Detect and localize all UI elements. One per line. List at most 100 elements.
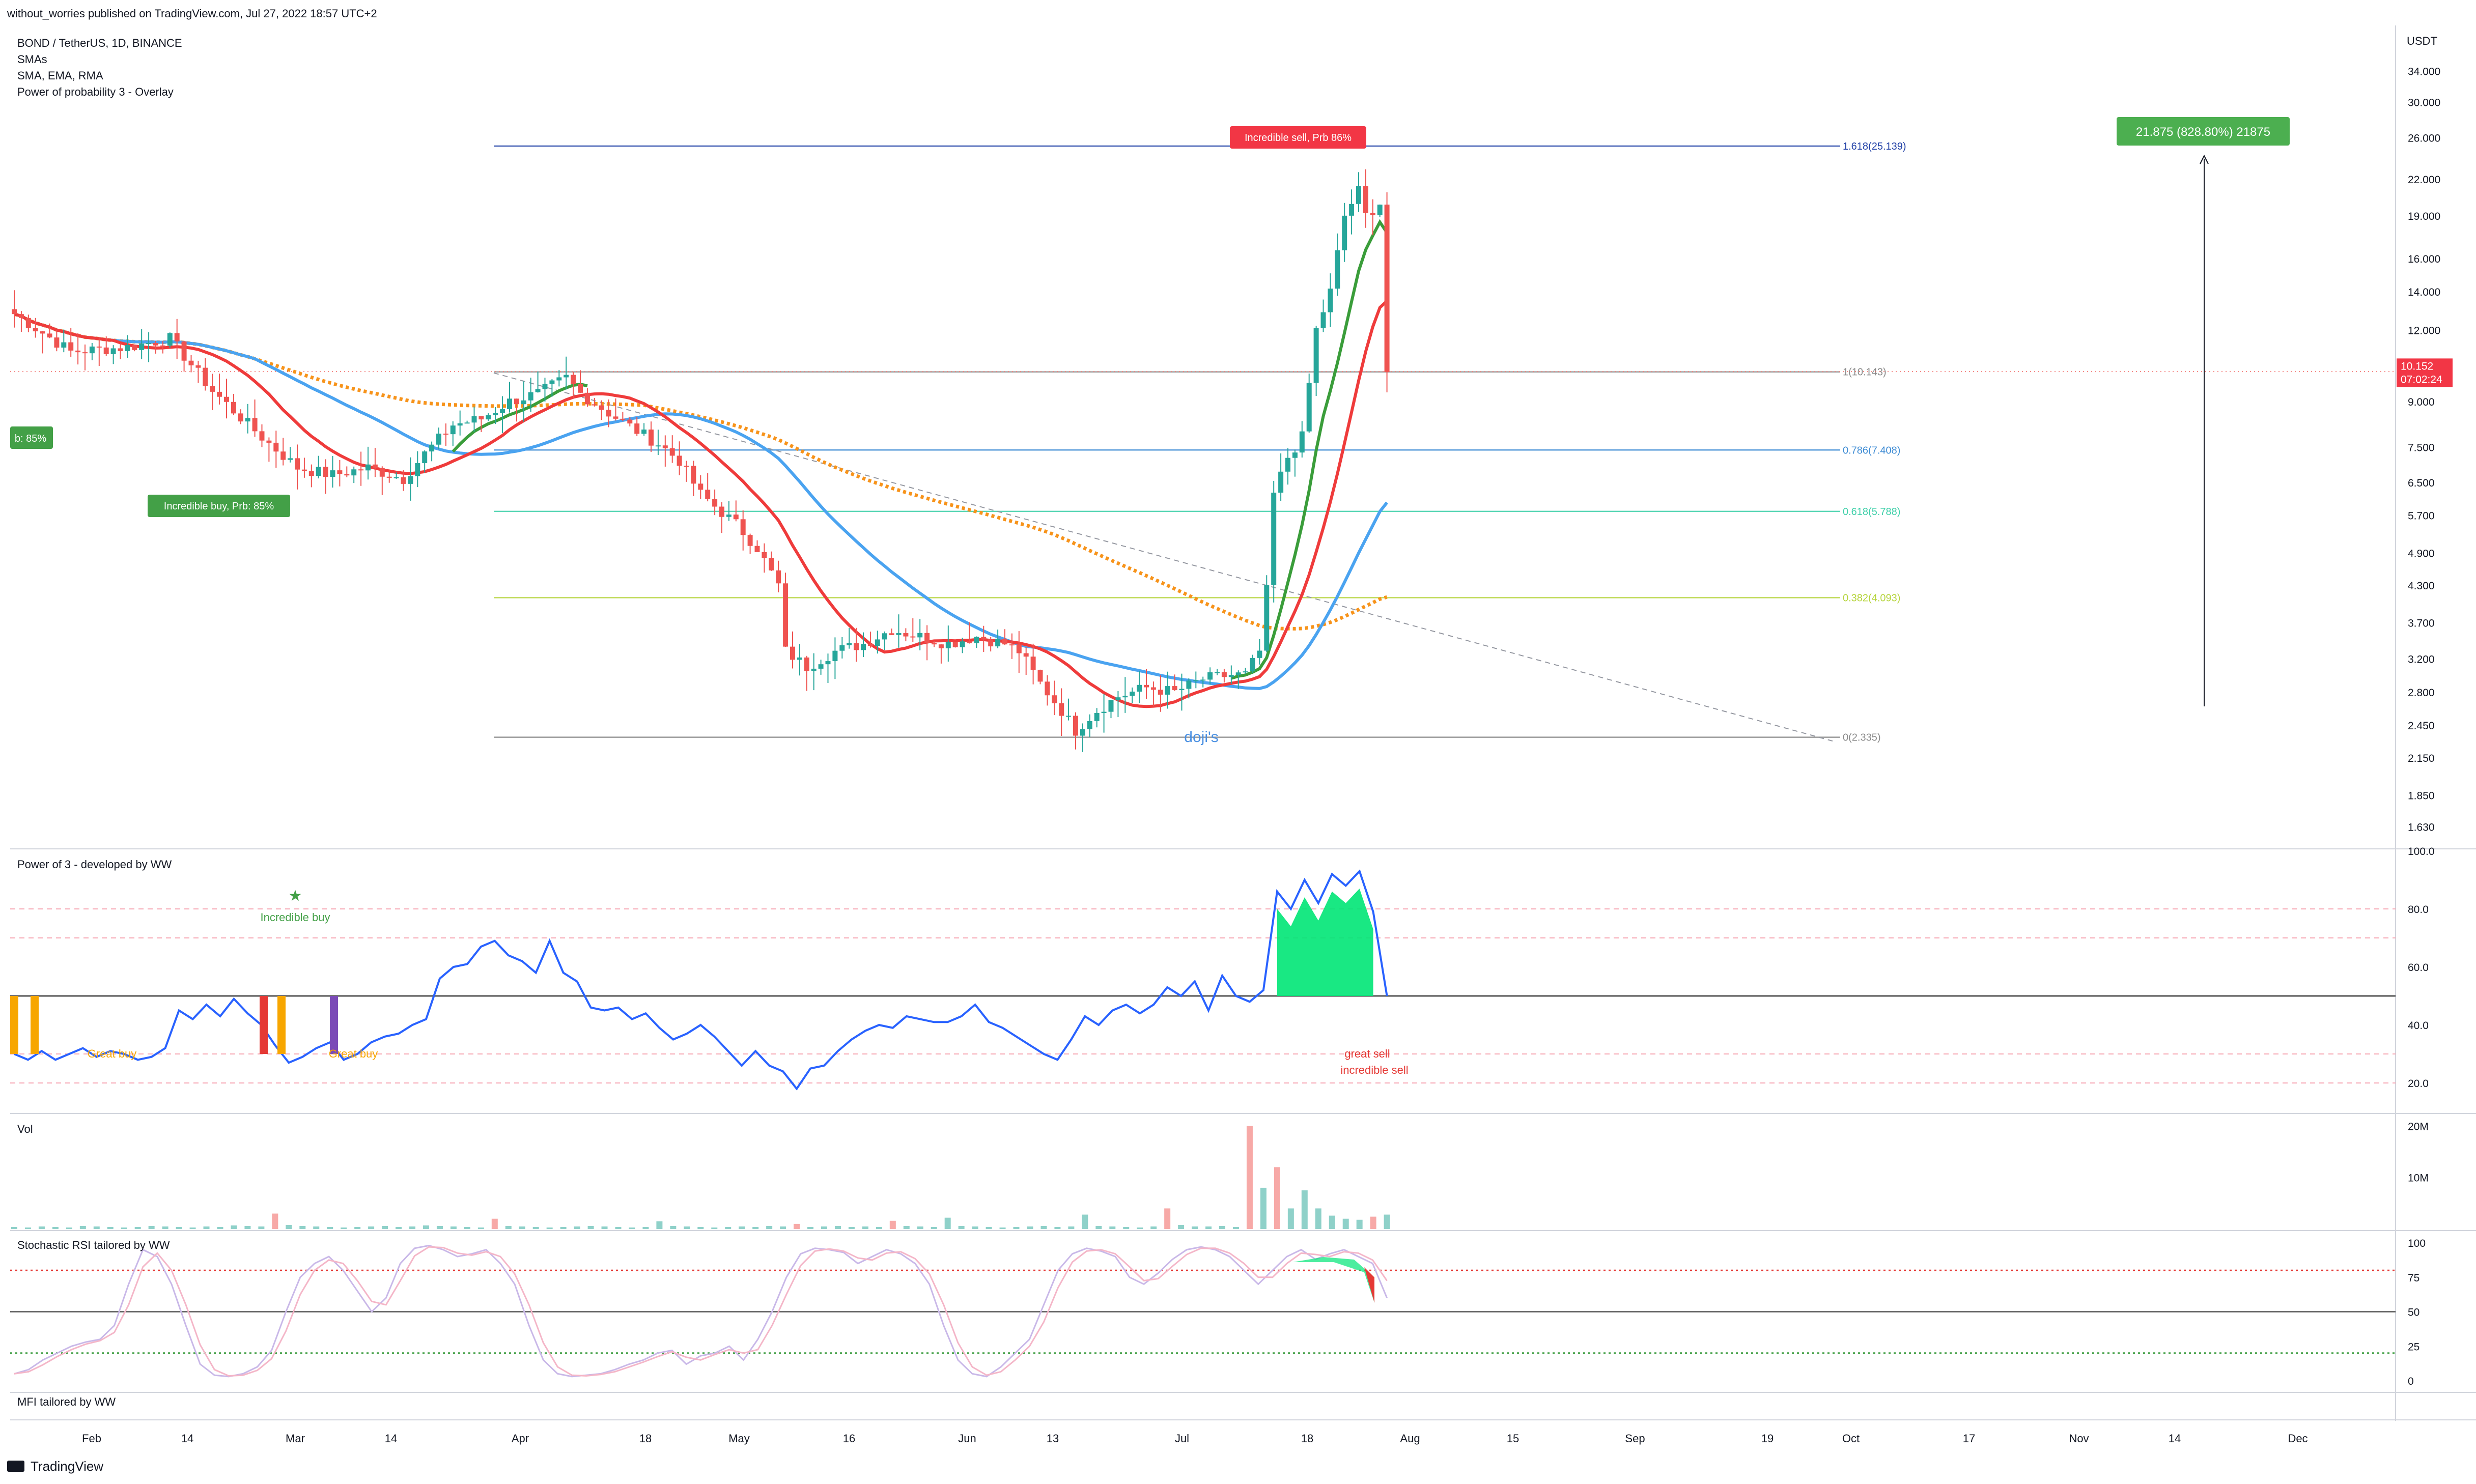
candle-body xyxy=(705,490,711,499)
doji-annotation: doji's xyxy=(1184,729,1218,746)
volume-bar xyxy=(519,1226,525,1229)
volume-bar xyxy=(286,1224,292,1229)
volume-bar xyxy=(986,1226,992,1229)
candle-body xyxy=(783,583,789,647)
candle-body xyxy=(1215,672,1220,673)
time-tick-label: Mar xyxy=(286,1432,305,1445)
volume-bar xyxy=(1342,1218,1349,1229)
candle-body xyxy=(564,375,569,378)
candle-body xyxy=(762,552,767,558)
candle-body xyxy=(436,434,441,445)
candle-body xyxy=(1363,186,1368,213)
volume-bar xyxy=(656,1221,663,1229)
candle-body xyxy=(457,423,463,426)
candle-body xyxy=(25,318,31,328)
currency-label: USDT xyxy=(2407,35,2437,47)
osc-tick-label: 80.0 xyxy=(2408,904,2429,916)
fib-level-label: 1(10.143) xyxy=(1843,367,1887,378)
candle-body xyxy=(733,515,739,520)
candle-body xyxy=(1122,696,1128,698)
volume-bar xyxy=(1137,1227,1143,1229)
candle-body xyxy=(669,448,675,456)
stoch-tick-label: 50 xyxy=(2408,1307,2419,1319)
candle-body xyxy=(54,337,60,348)
volume-bar xyxy=(560,1226,567,1229)
candle-body xyxy=(295,458,300,470)
volume-bar xyxy=(834,1225,841,1229)
candle-body xyxy=(1045,681,1050,696)
ma-blue-line xyxy=(14,312,1388,690)
measure-text: 21.875 (828.80%) 21875 xyxy=(2136,125,2270,139)
volume-bar xyxy=(999,1227,1006,1229)
fib-level-label: 0.382(4.093) xyxy=(1843,592,1900,604)
candle-body xyxy=(945,642,951,648)
time-tick-label: 18 xyxy=(1301,1432,1313,1445)
volume-pane[interactable] xyxy=(11,1126,1390,1229)
candle-body xyxy=(379,468,385,477)
candle-body xyxy=(245,418,250,422)
candle-body xyxy=(769,558,774,570)
candle-body xyxy=(301,469,307,471)
time-tick-label: 17 xyxy=(1963,1432,1975,1445)
volume-bar xyxy=(780,1226,786,1229)
volume-bar xyxy=(1329,1215,1335,1229)
volume-bar xyxy=(532,1226,539,1229)
buy-signal-text: Incredible buy, Prb: 85% xyxy=(164,501,274,512)
time-tick-label: Dec xyxy=(2288,1432,2308,1445)
time-tick-label: 19 xyxy=(1761,1432,1774,1445)
candle-body xyxy=(358,469,364,471)
time-tick-label: 15 xyxy=(1507,1432,1519,1445)
time-tick-label: Jun xyxy=(958,1432,976,1445)
volume-bar xyxy=(1274,1167,1280,1229)
buy-signal-text-left: b: 85% xyxy=(15,433,46,444)
volume-bar xyxy=(477,1227,484,1229)
candle-body xyxy=(125,345,130,351)
candle-body xyxy=(1207,672,1213,680)
osc-label-incredible-buy: Incredible buy xyxy=(261,911,330,924)
candle-body xyxy=(146,343,152,344)
candle-body xyxy=(1144,684,1149,688)
volume-bar xyxy=(341,1227,347,1229)
candle-body xyxy=(330,470,335,477)
candle-body xyxy=(1059,703,1064,716)
symbol-title: BOND / TetherUS, 1D, BINANCE xyxy=(17,37,182,49)
power-of-3-pane[interactable]: ★ Incredible buy Great buy Great buy great s… xyxy=(10,869,2396,1091)
ma-green-line xyxy=(452,383,588,453)
candle-body xyxy=(613,416,618,419)
volume-bar xyxy=(79,1225,86,1229)
volume-bar xyxy=(821,1226,827,1229)
candle-body xyxy=(1356,186,1361,204)
candle-body xyxy=(932,643,937,645)
sell-signal-text: Incredible sell, Prb 86% xyxy=(1245,132,1352,144)
candle-body xyxy=(938,644,944,648)
candle-body xyxy=(316,467,321,476)
candle-body xyxy=(535,389,541,392)
price-pane[interactable]: 1.618(25.139) 1(10.143) 0.786(7.408) 0.618(… xyxy=(10,117,2396,752)
candle-body xyxy=(988,639,994,647)
candle-body xyxy=(1130,692,1135,696)
candle-body xyxy=(33,328,38,332)
stochastic-rsi-pane[interactable] xyxy=(10,1244,2396,1378)
candle-body xyxy=(61,342,67,348)
osc-tick-label: 60.0 xyxy=(2408,962,2429,974)
candle-body xyxy=(1370,213,1375,215)
fib-level-label: 1.618(25.139) xyxy=(1843,141,1906,152)
candle-body xyxy=(273,442,279,452)
candle-body xyxy=(308,471,314,476)
candle-body xyxy=(167,333,173,346)
candle-body xyxy=(584,392,590,405)
candle-body xyxy=(12,309,17,315)
candle-body xyxy=(740,519,746,535)
volume-bar xyxy=(244,1225,251,1229)
volume-bar xyxy=(889,1220,896,1229)
candle-body xyxy=(754,546,760,552)
candle-body xyxy=(649,430,654,446)
volume-bar xyxy=(66,1227,72,1229)
candle-body xyxy=(288,458,293,460)
candle-body xyxy=(493,413,498,415)
volume-bar xyxy=(684,1226,690,1229)
price-tick-label: 2.800 xyxy=(2408,687,2435,699)
candle-body xyxy=(1264,585,1270,651)
candle-body xyxy=(896,633,902,635)
